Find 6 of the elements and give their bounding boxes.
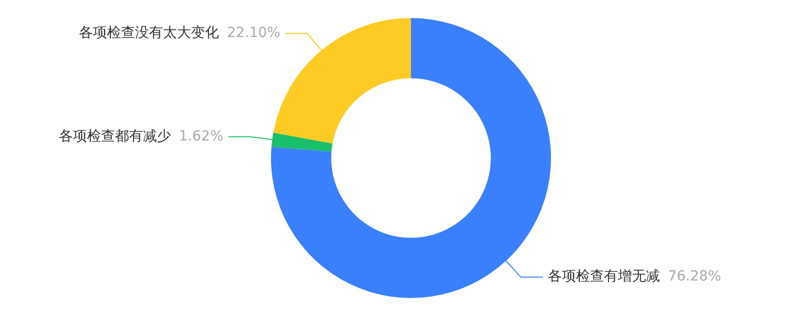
slice-label: 各项检查都有减少 bbox=[58, 128, 171, 144]
slice-label: 各项检查没有太大变化 bbox=[78, 25, 219, 42]
slice-label: 各项检查有增无减 bbox=[548, 268, 660, 285]
data-label: 76.28% bbox=[668, 268, 722, 285]
data-label: 22.10% bbox=[226, 25, 280, 42]
data-label: 1.62% bbox=[178, 128, 224, 144]
